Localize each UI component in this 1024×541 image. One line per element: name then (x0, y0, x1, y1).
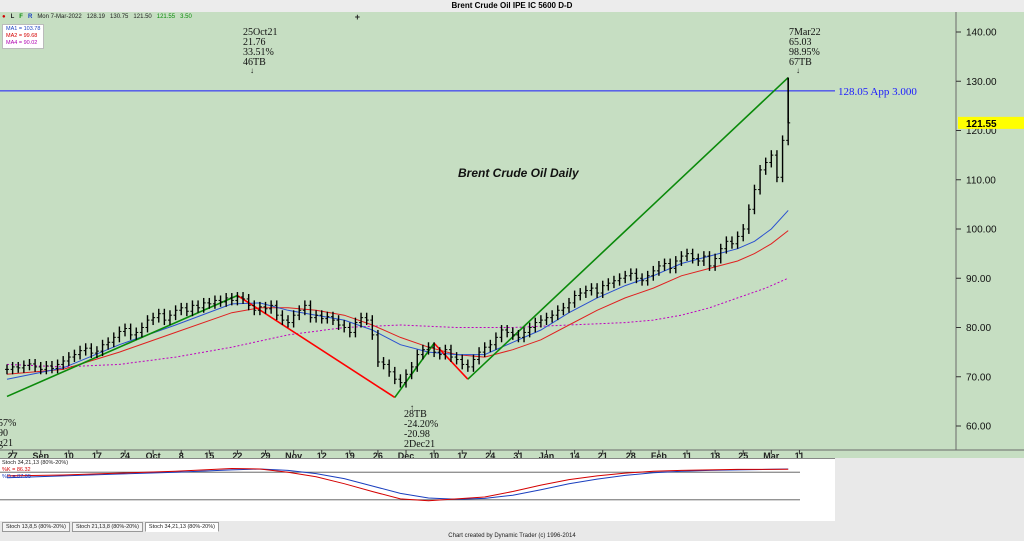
date-tick-label: Jan (539, 451, 555, 458)
date-tick-label: 29 (261, 451, 271, 458)
toolbar-L-button[interactable]: L (10, 14, 15, 20)
date-tick-label: Nov (285, 451, 302, 458)
ma4-line (6, 277, 789, 368)
left-edge-annotation-line: 90 (0, 428, 8, 439)
dot-icon[interactable]: ● (2, 14, 6, 20)
toolbar-close: 121.55 (156, 14, 176, 20)
oct-high-annotation-line: 25Oct21 (243, 27, 277, 38)
price-tick-label: 60.00 (966, 422, 991, 433)
oct-high-annotation-line: 46TB (243, 57, 266, 68)
date-tick-label: 10 (64, 451, 74, 458)
date-tick-label: 8 (179, 451, 184, 458)
ma1-label: MA1 = 103.78 (6, 26, 41, 32)
date-tick-label: 18 (710, 451, 720, 458)
chart-toolbar: ● L F R Mon 7-Mar-2022 128.19 130.75 121… (2, 13, 360, 22)
date-tick-label: 31 (513, 451, 523, 458)
stoch-d-line (6, 468, 789, 500)
ma-legend: MA1 = 103.78 MA2 = 99.68 MA4 = 90.02 (2, 24, 45, 49)
stoch-legend: Stoch 34,21,13 (80%-20%) %K = 86.32 %D =… (2, 460, 68, 481)
toolbar-F-button[interactable]: F (19, 14, 23, 20)
stoch-d-label: %D = 87.05 (2, 474, 31, 480)
mar-high-arrow: ↓ (796, 66, 800, 75)
swing-line-1 (236, 294, 396, 399)
swing-line-4 (467, 76, 789, 380)
date-tick-label: 19 (345, 451, 355, 458)
toolbar-R-button[interactable]: R (27, 14, 33, 20)
date-tick-label: 11 (795, 451, 805, 458)
stochastic-panel[interactable] (0, 458, 835, 521)
price-tick-label: 120.00 (966, 126, 997, 137)
date-tick-label: 28 (626, 451, 636, 458)
date-tick-label: Feb (651, 451, 668, 458)
toolbar-open: 128.19 (86, 14, 106, 20)
stoch-legend-title: Stoch 34,21,13 (80%-20%) (2, 460, 69, 466)
date-tick-label: Sep (32, 451, 49, 458)
toolbar-low: 121.50 (133, 14, 152, 20)
date-tick-label: 25 (738, 451, 748, 458)
footer-credit: Chart created by Dynamic Trader (c) 1996… (448, 533, 576, 539)
indicator-tabs: Stoch 13,8,5 (80%-20%) Stoch 21,13,8 (80… (2, 522, 219, 532)
current-price-box (958, 116, 1024, 129)
price-tick-label: 100.00 (966, 225, 997, 236)
price-tick-label: 140.00 (966, 28, 997, 39)
date-tick-label: 24 (485, 451, 495, 458)
price-tick-label: 70.00 (966, 372, 991, 383)
mar-high-annotation-line: 7Mar22 (789, 27, 821, 38)
date-tick-label: 11 (682, 451, 692, 458)
price-tick-label: 90.00 (966, 274, 991, 285)
date-tick-label: 27 (8, 451, 18, 458)
stoch-k-label: %K = 86.32 (2, 467, 31, 473)
price-tick-label: 130.00 (966, 77, 997, 88)
price-tick-label: 80.00 (966, 323, 991, 334)
date-tick-label: 21 (598, 451, 608, 458)
dec-low-annotation-line: -24.20% (404, 419, 438, 430)
date-tick-label: 22 (232, 451, 242, 458)
stoch-k-line (6, 467, 789, 502)
ma2-line (6, 230, 789, 375)
date-tick-label: 24 (120, 451, 130, 458)
toolbar-date: Mon 7-Mar-2022 (37, 14, 82, 20)
price-chart-panel[interactable]: 140.00 130.00 120.00 110.00 100.00 90.00 80.00… (0, 12, 1024, 458)
price-tick-label: 110.00 (966, 175, 996, 186)
dec-low-arrow: ↑ (410, 403, 414, 412)
tab-stoch-34[interactable]: Stoch 34,21,13 (80%-20%) (144, 522, 219, 532)
oct-high-annotation-line: 33.51% (243, 47, 274, 58)
price-chart[interactable]: 140.00 130.00 120.00 110.00 100.00 90.00 80.00… (0, 12, 1024, 458)
mar-high-annotation-line: 67TB (789, 57, 812, 68)
mar-high-annotation-line: 65.03 (789, 37, 812, 48)
toolbar-high: 130.75 (110, 14, 129, 20)
ma2-label: MA2 = 99.68 (6, 33, 38, 39)
ma1-line (6, 210, 789, 380)
tab-stoch-13[interactable]: Stoch 13,8,5 (80%-20%) (2, 522, 70, 532)
date-tick-label: 12 (317, 451, 327, 458)
date-tick-label: 14 (570, 451, 580, 458)
date-tick-label: Oct (146, 451, 161, 458)
date-tick-label: 15 (204, 451, 214, 458)
mar-high-annotation-line: 98.95% (789, 47, 820, 58)
dec-low-annotation-line: 28TB (404, 409, 427, 420)
date-tick-label: Mar (763, 451, 780, 458)
left-edge-annotation-line: 57% (0, 418, 16, 429)
plus-icon[interactable]: + (354, 12, 361, 22)
stochastic-chart[interactable] (0, 459, 835, 521)
oct-high-arrow: ↓ (250, 66, 254, 75)
swing-line-0 (6, 294, 238, 398)
date-tick-label: 17 (457, 451, 467, 458)
swing-line-2 (394, 342, 435, 398)
chart-title: Brent Crude Oil Daily (458, 166, 580, 180)
tab-stoch-21[interactable]: Stoch 21,13,8 (80%-20%) (71, 522, 143, 532)
toolbar-change: 3.50 (180, 14, 192, 20)
target-hline-label: 128.05 App 3.000 (838, 86, 917, 98)
date-tick-label: 17 (92, 451, 102, 458)
current-price-label: 121.55 (966, 119, 997, 130)
date-tick-label: 26 (373, 451, 383, 458)
ma4-label: MA4 = 90.02 (6, 40, 38, 46)
left-edge-annotation-line: g21 (0, 438, 13, 449)
oct-high-annotation-line: 21.76 (243, 37, 266, 48)
date-tick-label: Dec (398, 451, 415, 458)
dec-low-annotation-line: 2Dec21 (404, 439, 435, 450)
dec-low-annotation-line: -20.98 (404, 429, 430, 440)
date-tick-label: 10 (429, 451, 439, 458)
